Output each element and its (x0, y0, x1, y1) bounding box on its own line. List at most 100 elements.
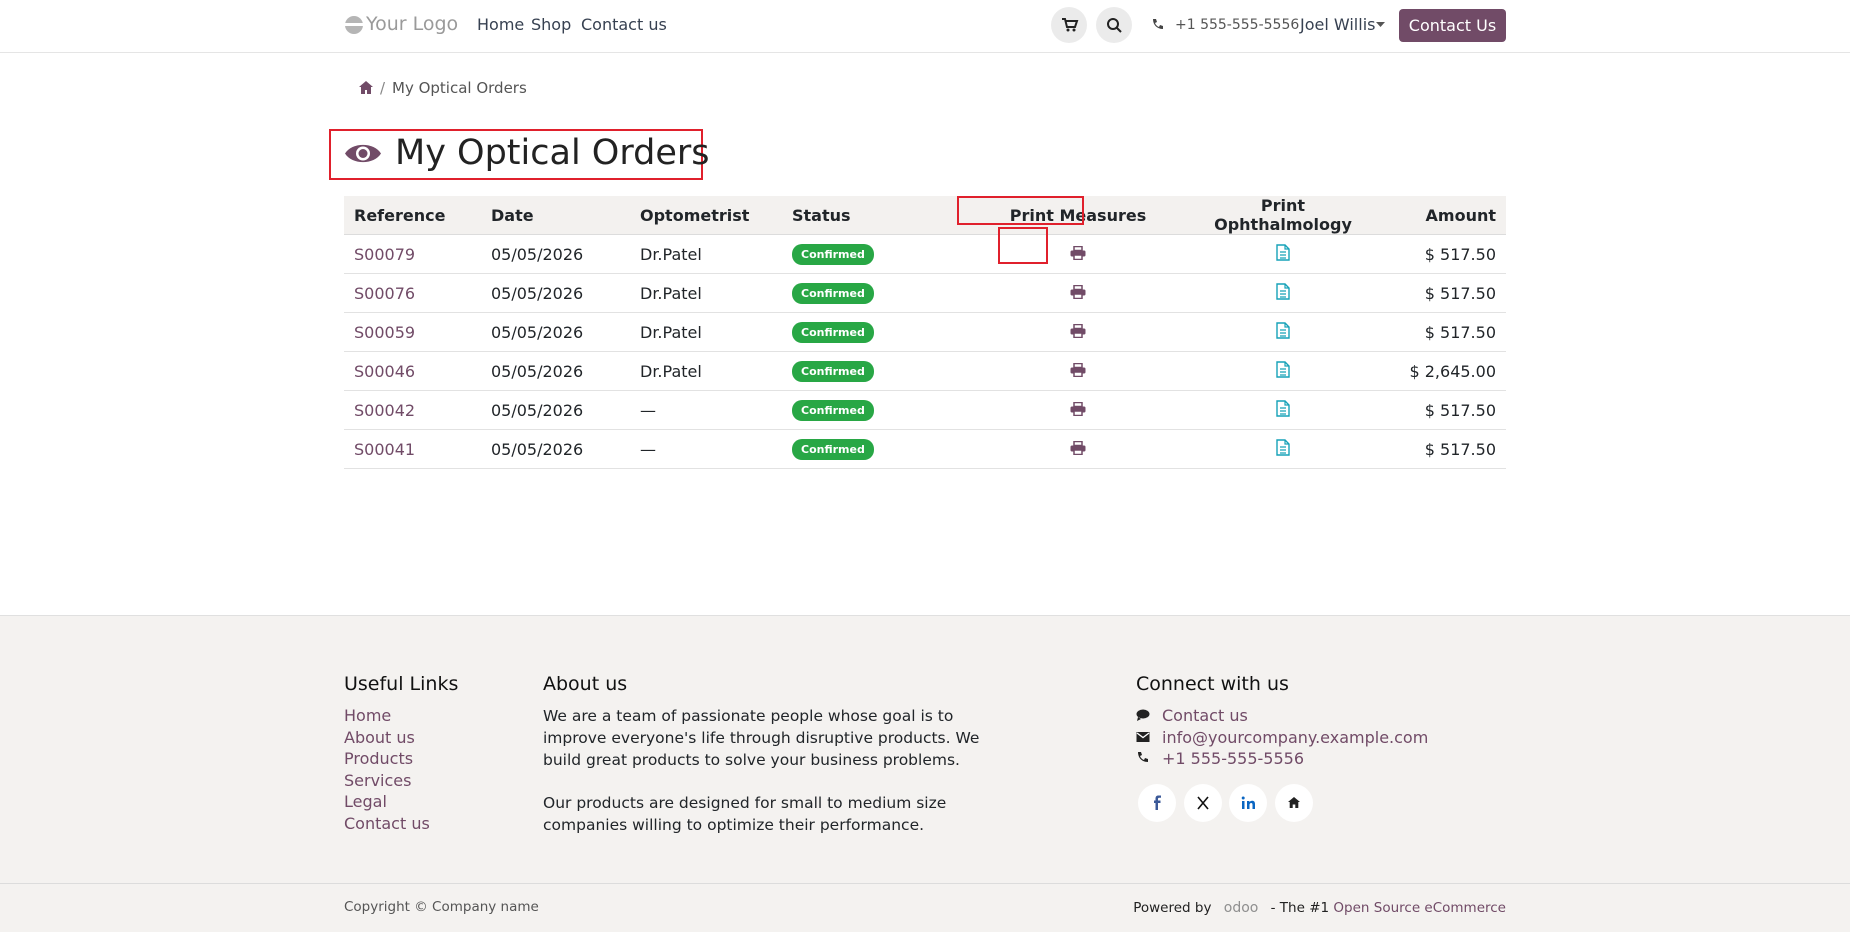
document-icon[interactable] (1276, 438, 1290, 460)
amount: $ 517.50 (1368, 390, 1506, 430)
document-icon[interactable] (1276, 243, 1290, 265)
brand[interactable]: odoo (1223, 900, 1259, 916)
nav-link[interactable]: Home (477, 15, 525, 34)
date: 05/05/2026 (481, 429, 630, 469)
facebook[interactable] (1138, 784, 1176, 822)
footer-link[interactable]: Products (344, 749, 414, 769)
connect-icon (1136, 749, 1162, 768)
footer: Useful Links Home About us Products Service… (0, 615, 1850, 932)
order-row: S00059 05/05/2026 Dr.Patel Confirmed $ 517.5… (344, 312, 1506, 352)
x-twitter[interactable] (1184, 784, 1222, 822)
amount: $ 517.50 (1368, 234, 1506, 274)
footer-link[interactable]: About us (344, 727, 415, 747)
reference[interactable]: S00079 (344, 234, 481, 274)
print-ophthalmology-cell (1198, 351, 1368, 391)
home-icon[interactable] (359, 81, 373, 94)
amount: $ 517.50 (1368, 429, 1506, 469)
print-measures-cell (958, 312, 1198, 352)
status-cell: Confirmed (782, 390, 958, 430)
print-icon[interactable] (1070, 401, 1086, 420)
logo-mark (344, 16, 364, 34)
page-title: My Optical Orders (395, 133, 710, 173)
logo[interactable]: Your Logo (366, 13, 459, 35)
optometrist: — (630, 429, 782, 469)
date: 05/05/2026 (481, 273, 630, 313)
print-measures-cell (958, 429, 1198, 469)
reference[interactable]: S00076 (344, 273, 481, 313)
order-row: S00076 05/05/2026 Dr.Patel Confirmed $ 517.5… (344, 273, 1506, 313)
connect-text[interactable]: info@yourcompany.example.com (1162, 727, 1429, 747)
document-icon[interactable] (1276, 360, 1290, 382)
print-icon[interactable] (1070, 323, 1086, 342)
table-body: S00079 05/05/2026 Dr.Patel Confirmed $ 517.5… (344, 234, 1506, 469)
website[interactable] (1275, 784, 1313, 822)
optometrist: Dr.Patel (630, 273, 782, 313)
order-row: S00041 05/05/2026— Confirmed $ 517.50 (344, 429, 1506, 469)
header: Your Logo Home Shop Contact us +1 555-55… (0, 0, 1850, 53)
status-badge: Confirmed (792, 244, 874, 265)
reference[interactable]: S00046 (344, 351, 481, 391)
footer-link[interactable]: Legal (344, 792, 387, 812)
print-icon[interactable] (1070, 362, 1086, 381)
footer-heading: Useful Links (344, 673, 459, 695)
paragraph: Our products are designed for small to m… (543, 794, 947, 834)
connect-list: Contact us info@yourcompany.example.com +1… (1136, 705, 1428, 770)
print-ophthalmology-cell (1198, 429, 1368, 469)
connect-icon (1136, 728, 1162, 747)
cart-button[interactable] (1051, 7, 1087, 43)
highlight-box (957, 196, 1084, 225)
document-icon[interactable] (1276, 282, 1290, 304)
footer-heading: About us (543, 673, 628, 695)
date: 05/05/2026 (481, 351, 630, 391)
connect-text[interactable]: Contact us (1162, 706, 1248, 726)
optometrist: — (630, 390, 782, 430)
print-icon[interactable] (1070, 245, 1086, 264)
about-text: We are a team of passionate people whose… (543, 705, 1013, 836)
tagline: - The #1 (1270, 900, 1330, 916)
status-badge: Confirmed (792, 361, 874, 382)
search-button[interactable] (1096, 7, 1132, 43)
order-row: S00046 05/05/2026 Dr.Patel Confirmed $ 2,645… (344, 351, 1506, 391)
nav-link[interactable]: Shop (531, 15, 572, 34)
highlight-box (329, 129, 703, 180)
powered-label: Powered by (1133, 900, 1212, 916)
date: 05/05/2026 (481, 312, 630, 352)
orders-table: Reference Date Optometrist Status Print Meas… (344, 196, 1506, 469)
breadcrumb-sep: / (380, 79, 386, 97)
tagline-link[interactable]: Open Source eCommerce (1333, 900, 1506, 916)
status-cell: Confirmed (782, 351, 958, 391)
phone-icon (1153, 19, 1163, 29)
date: 05/05/2026 (481, 390, 630, 430)
print-ophthalmology-cell (1198, 234, 1368, 274)
optometrist: Dr.Patel (630, 234, 782, 274)
caret (1376, 22, 1385, 27)
reference[interactable]: S00059 (344, 312, 481, 352)
document-icon[interactable] (1276, 399, 1290, 421)
table-header: Reference Date Optometrist Status Print Meas… (344, 196, 1506, 235)
linkedin[interactable] (1229, 784, 1267, 822)
phone[interactable]: +1 555-555-5556 (1175, 17, 1300, 33)
print-icon[interactable] (1070, 440, 1086, 459)
connect-text[interactable]: +1 555-555-5556 (1162, 749, 1305, 769)
nav-link[interactable]: Contact us (581, 15, 667, 34)
status-cell: Confirmed (782, 312, 958, 352)
order-row: S00079 05/05/2026 Dr.Patel Confirmed $ 517.5… (344, 234, 1506, 274)
optometrist: Dr.Patel (630, 351, 782, 391)
reference[interactable]: S00041 (344, 429, 481, 469)
column-header: Date (481, 196, 630, 235)
status-badge: Confirmed (792, 322, 874, 343)
footer-link[interactable]: Services (344, 770, 412, 790)
footer-heading: Connect with us (1136, 673, 1289, 695)
reference[interactable]: S00042 (344, 390, 481, 430)
column-header: Reference (344, 196, 481, 235)
footer-link[interactable]: Home (344, 706, 392, 725)
user-menu[interactable]: Joel Willis (1300, 15, 1376, 34)
print-measures-cell (958, 273, 1198, 313)
contact-button[interactable]: Contact Us (1399, 9, 1506, 42)
footer-link[interactable]: Contact us (344, 813, 430, 833)
amount: $ 517.50 (1368, 273, 1506, 313)
print-icon[interactable] (1070, 284, 1086, 303)
useful-links: Home About us Products Services Legal Contact… (344, 705, 430, 835)
document-icon[interactable] (1276, 321, 1290, 343)
print-measures-cell (958, 390, 1198, 430)
